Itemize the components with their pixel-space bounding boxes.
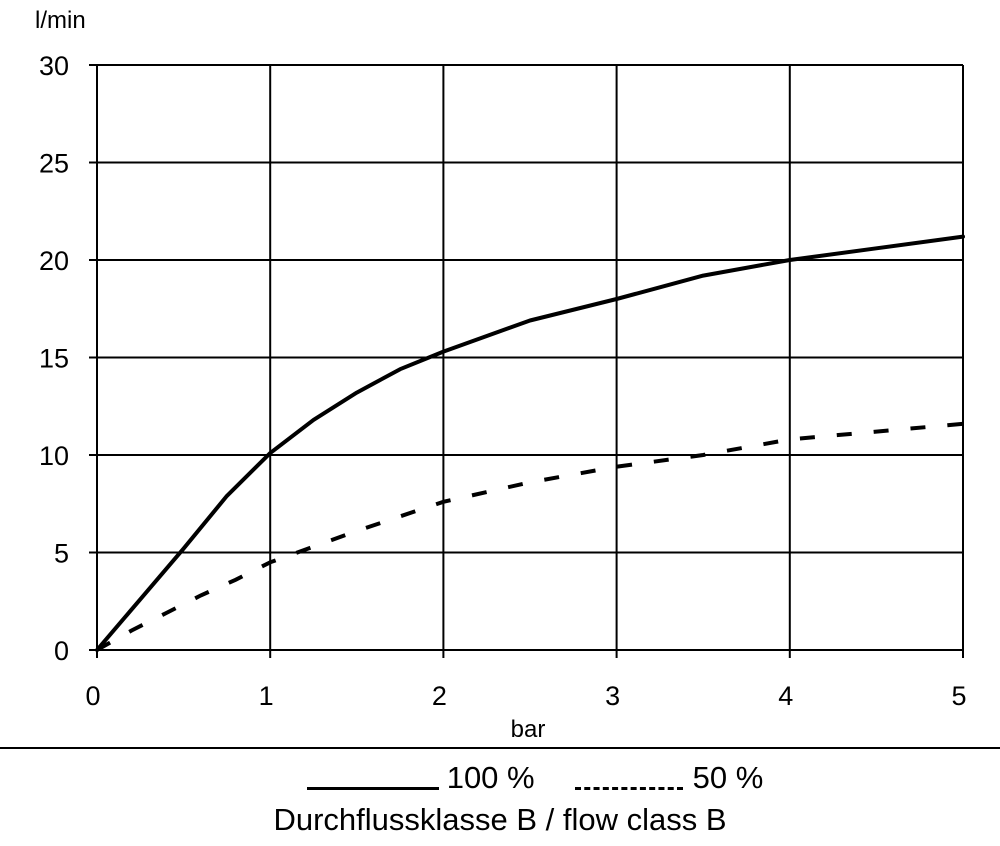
series-100-percent-line <box>95 234 965 652</box>
y-axis-label: l/min <box>35 7 86 34</box>
x-tick-label: 0 <box>85 681 100 711</box>
solid-line-swatch <box>306 787 439 790</box>
dashed-line-swatch <box>574 787 683 790</box>
legend-divider <box>0 747 1000 749</box>
series-lines <box>95 234 965 652</box>
y-tick-label: 5 <box>54 539 69 569</box>
axes <box>89 65 963 658</box>
series-50-percent-line <box>96 421 964 652</box>
legend-entries: 100 % 50 % <box>0 758 1000 798</box>
x-tick-label: 5 <box>951 681 966 711</box>
flow-chart: 0 5 10 15 20 25 30 0 1 2 3 4 5 l/min bar <box>35 7 967 743</box>
legend-item-50: 50 % <box>535 758 764 798</box>
x-tick-label: 2 <box>432 681 447 711</box>
chart-caption: Durchflussklasse B / flow class B <box>273 802 727 837</box>
legend: 100 % 50 % Durchflussklasse B / flow cla… <box>0 758 1000 840</box>
y-tick-label: 20 <box>39 246 69 276</box>
y-tick-label: 30 <box>39 51 69 81</box>
y-tick-label: 15 <box>39 344 69 374</box>
y-tick-label: 25 <box>39 149 69 179</box>
tick-labels: 0 5 10 15 20 25 30 0 1 2 3 4 5 <box>39 51 967 711</box>
x-tick-label: 4 <box>778 681 793 711</box>
y-tick-label: 0 <box>54 636 69 666</box>
x-tick-label: 3 <box>605 681 620 711</box>
y-tick-label: 10 <box>39 441 69 471</box>
gridlines <box>89 64 964 658</box>
legend-item-100: 100 % <box>237 758 535 798</box>
legend-label-100: 100 % <box>446 760 535 795</box>
x-tick-label: 1 <box>259 681 274 711</box>
legend-label-50: 50 % <box>692 760 764 795</box>
x-axis-label: bar <box>511 716 546 743</box>
